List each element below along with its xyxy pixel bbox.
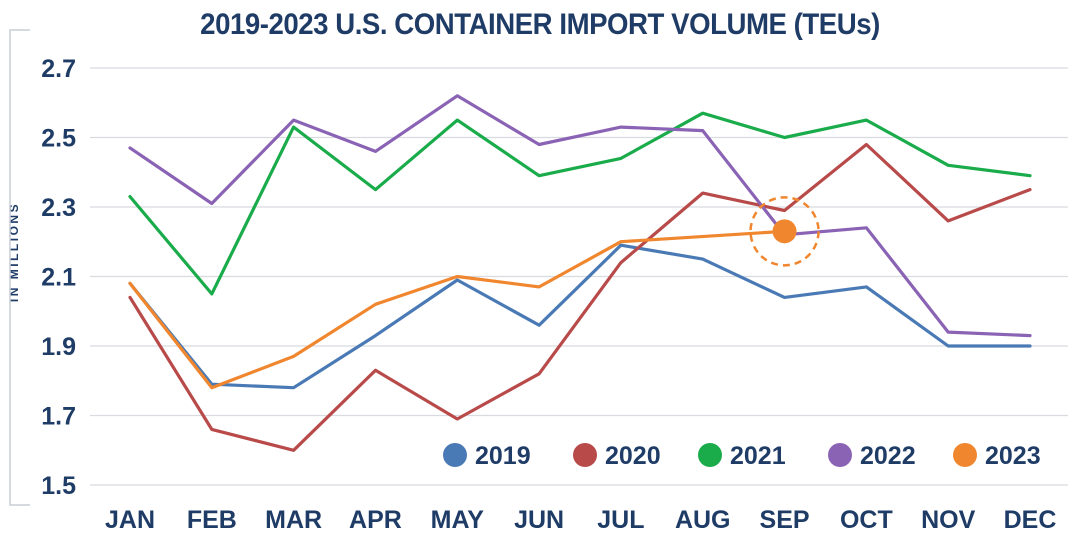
legend-label-2023: 2023	[985, 442, 1041, 470]
x-tick-label: FEB	[187, 506, 237, 534]
legend-swatch-2023	[953, 443, 977, 467]
y-tick-labels: 2.7 2.5 2.3 2.1 1.9 1.7 1.5	[41, 55, 76, 500]
y-tick-label: 1.5	[41, 472, 76, 500]
legend-swatch-2019	[443, 443, 467, 467]
highlight-ring	[749, 196, 820, 267]
series-lines	[128, 94, 1032, 452]
x-tick-label: MAY	[431, 506, 485, 534]
legend-label-2020: 2020	[605, 442, 661, 470]
x-tick-label: JAN	[105, 506, 155, 534]
x-tick-label: MAR	[265, 506, 322, 534]
x-tick-label: NOV	[921, 506, 976, 534]
highlight-point	[772, 219, 797, 244]
y-tick-label: 2.5	[41, 125, 76, 153]
annotation	[749, 196, 820, 267]
chart-title: 2019-2023 U.S. CONTAINER IMPORT VOLUME (…	[200, 8, 880, 41]
x-tick-label: DEC	[1004, 506, 1057, 534]
series-line-2022	[128, 94, 1032, 338]
x-tick-label: APR	[349, 506, 402, 534]
x-tick-label: AUG	[675, 506, 731, 534]
chart-frame	[9, 29, 30, 506]
x-tick-labels: JAN FEB MAR APR MAY JUN JUL AUG SEP OCT NOV DEC	[105, 506, 1056, 534]
y-tick-label: 2.1	[41, 264, 76, 292]
legend-swatch-2021	[698, 443, 722, 467]
series-line-2019	[128, 243, 1032, 390]
y-tick-label: 1.9	[41, 333, 76, 361]
legend: 2019 2020 2021 2022 2023	[443, 442, 1041, 470]
grid-lines	[90, 67, 1068, 486]
legend-label-2021: 2021	[730, 442, 786, 470]
left-bracket	[9, 29, 30, 506]
series-line-2021	[128, 111, 1032, 296]
legend-swatch-2022	[828, 443, 852, 467]
y-tick-label: 1.7	[41, 403, 76, 431]
y-tick-label: 2.7	[41, 55, 76, 83]
x-tick-label: JUL	[597, 506, 644, 534]
y-tick-label: 2.3	[41, 194, 76, 222]
legend-label-2022: 2022	[860, 442, 916, 470]
x-tick-label: SEP	[760, 506, 810, 534]
x-tick-label: OCT	[840, 506, 893, 534]
series-line-2023	[128, 229, 787, 390]
legend-swatch-2020	[573, 443, 597, 467]
x-tick-label: JUN	[514, 506, 564, 534]
series-line-2020	[128, 142, 1032, 452]
legend-label-2019: 2019	[475, 442, 531, 470]
